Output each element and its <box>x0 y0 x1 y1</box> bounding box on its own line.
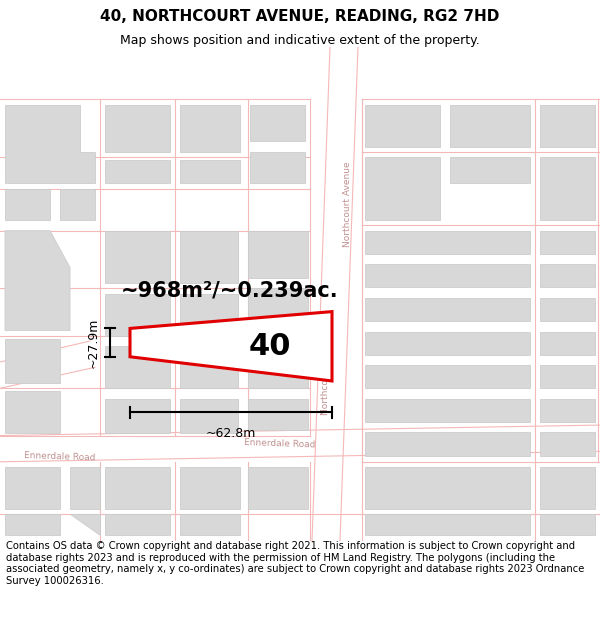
Polygon shape <box>365 104 440 147</box>
Polygon shape <box>5 189 50 220</box>
Polygon shape <box>365 157 440 220</box>
Polygon shape <box>105 514 170 536</box>
Polygon shape <box>180 467 240 509</box>
Polygon shape <box>180 294 238 336</box>
Polygon shape <box>250 152 305 184</box>
Polygon shape <box>248 467 308 509</box>
Text: 40, NORTHCOURT AVENUE, READING, RG2 7HD: 40, NORTHCOURT AVENUE, READING, RG2 7HD <box>100 9 500 24</box>
Polygon shape <box>365 264 530 288</box>
Polygon shape <box>540 432 595 456</box>
Text: Ennerdale Road: Ennerdale Road <box>24 451 96 462</box>
Polygon shape <box>0 425 600 462</box>
Polygon shape <box>540 365 595 388</box>
Polygon shape <box>540 332 595 354</box>
Text: ~27.9m: ~27.9m <box>87 318 100 368</box>
Polygon shape <box>365 332 530 354</box>
Polygon shape <box>130 312 332 381</box>
Polygon shape <box>70 514 100 536</box>
Text: Ennerdale Road: Ennerdale Road <box>244 438 316 450</box>
Polygon shape <box>248 289 308 341</box>
Polygon shape <box>5 467 60 509</box>
Text: ~968m²/~0.239ac.: ~968m²/~0.239ac. <box>121 281 339 301</box>
Text: Map shows position and indicative extent of the property.: Map shows position and indicative extent… <box>120 34 480 47</box>
Polygon shape <box>540 157 595 220</box>
Polygon shape <box>180 161 240 184</box>
Polygon shape <box>540 399 595 422</box>
Polygon shape <box>450 157 530 184</box>
Polygon shape <box>180 399 238 434</box>
Polygon shape <box>540 104 595 147</box>
Polygon shape <box>365 231 530 254</box>
Polygon shape <box>5 104 95 184</box>
Polygon shape <box>60 189 95 220</box>
Polygon shape <box>180 231 238 283</box>
Polygon shape <box>105 231 170 283</box>
Polygon shape <box>365 365 530 388</box>
Polygon shape <box>70 467 100 509</box>
Polygon shape <box>365 399 530 422</box>
Polygon shape <box>105 346 170 388</box>
Polygon shape <box>180 346 238 388</box>
Polygon shape <box>540 264 595 288</box>
Polygon shape <box>250 104 305 141</box>
Polygon shape <box>248 346 308 388</box>
Polygon shape <box>312 47 358 541</box>
Text: Contains OS data © Crown copyright and database right 2021. This information is : Contains OS data © Crown copyright and d… <box>6 541 584 586</box>
Polygon shape <box>105 161 170 184</box>
Polygon shape <box>540 231 595 254</box>
Polygon shape <box>365 298 530 321</box>
Polygon shape <box>5 231 70 331</box>
Polygon shape <box>248 399 308 431</box>
Polygon shape <box>365 514 530 536</box>
Polygon shape <box>105 467 170 509</box>
Polygon shape <box>5 339 60 383</box>
Polygon shape <box>5 514 60 536</box>
Polygon shape <box>365 432 530 456</box>
Polygon shape <box>180 514 240 536</box>
Polygon shape <box>5 391 60 434</box>
Text: Northcourt Avenue: Northcourt Avenue <box>322 330 331 416</box>
Text: ~62.8m: ~62.8m <box>206 427 256 440</box>
Polygon shape <box>540 514 595 536</box>
Polygon shape <box>540 298 595 321</box>
Polygon shape <box>105 104 170 152</box>
Polygon shape <box>105 399 170 434</box>
Polygon shape <box>180 104 240 152</box>
Polygon shape <box>0 341 95 388</box>
Polygon shape <box>450 104 530 147</box>
Polygon shape <box>248 231 308 278</box>
Polygon shape <box>540 467 595 509</box>
Polygon shape <box>365 467 530 509</box>
Polygon shape <box>105 294 170 336</box>
Text: 40: 40 <box>249 332 291 361</box>
Text: Northcourt Avenue: Northcourt Avenue <box>343 162 352 248</box>
